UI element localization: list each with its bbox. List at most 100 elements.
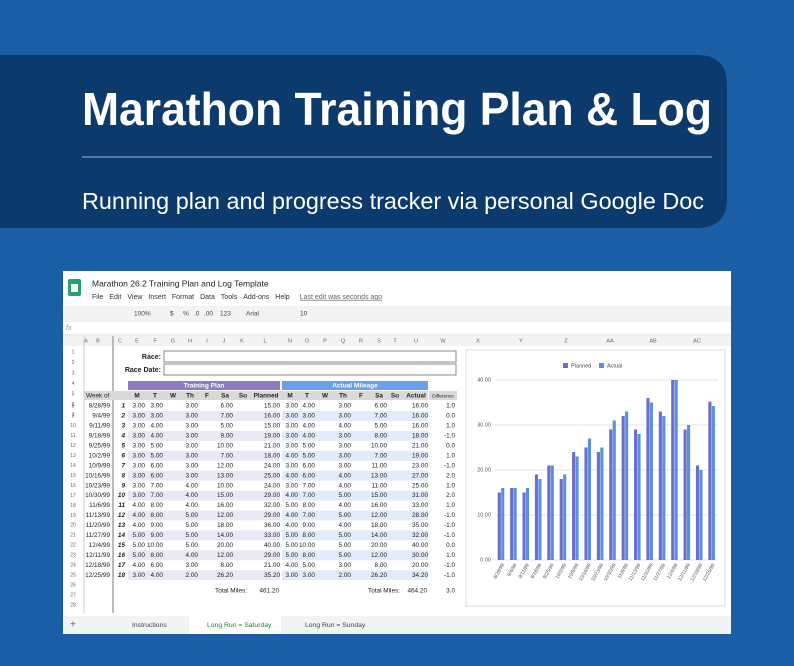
row-number: 24: [70, 563, 76, 569]
bar: [513, 488, 517, 560]
actual-cell: 7.00: [303, 492, 316, 499]
column-letter: O: [305, 338, 310, 344]
bar: [559, 479, 563, 560]
plan-cell: 5.00: [133, 552, 146, 559]
plan-cell: 8.00: [151, 552, 164, 559]
actual-cell: 5.00: [303, 562, 316, 569]
plan-cell: 9.00: [151, 522, 164, 529]
actual-cell: 10.00: [299, 542, 315, 549]
actual-cell: 3.00: [339, 562, 352, 569]
bar: [525, 488, 530, 560]
plan-cell: 3.00: [133, 442, 146, 449]
toolbar-item[interactable]: 123: [220, 311, 231, 318]
plan-cell: 5.00: [151, 442, 164, 449]
toolbar-item[interactable]: .0: [194, 311, 200, 318]
plan-cell: 6.00: [151, 472, 164, 479]
plan-cell: 3.00: [186, 462, 199, 469]
column-letter: I: [206, 338, 208, 344]
week-number: 3: [121, 423, 125, 430]
actual-cell: 3.00: [303, 413, 316, 420]
actual-cell: 16.00: [412, 423, 428, 430]
plan-cell: 3.00: [186, 423, 199, 430]
actual-cell: 23.00: [412, 462, 428, 469]
difference: 1.0: [446, 552, 455, 559]
actual-cell: 4.00: [339, 482, 352, 489]
menu-item[interactable]: File: [92, 294, 103, 301]
plan-cell: 5.00: [186, 522, 199, 529]
actual-cell: 18.00: [371, 522, 387, 529]
bar: [538, 479, 542, 560]
actual-cell: 3.00: [286, 433, 299, 440]
menu-item[interactable]: Data: [200, 294, 215, 301]
doc-title[interactable]: Marathon 26.2 Training Plan and Log Temp…: [92, 278, 269, 288]
plan-cell: 4.00: [133, 522, 146, 529]
actual-header: M: [287, 393, 292, 400]
y-tick-label: 40.00: [477, 377, 491, 383]
toolbar-item[interactable]: 10: [300, 311, 308, 318]
column-letter: AA: [606, 338, 614, 344]
plan-cell: 2.00: [186, 572, 199, 579]
actual-cell: 3.00: [286, 482, 299, 489]
bar: [637, 434, 641, 560]
sheet-tab[interactable]: Long Run = Saturday: [207, 622, 272, 629]
actual-cell: 5.00: [303, 442, 316, 449]
sheet-tab[interactable]: Instructions: [132, 622, 167, 629]
plan-header: Planned: [254, 393, 279, 400]
plan-cell: 24.00: [264, 482, 280, 489]
race-input[interactable]: [163, 350, 457, 363]
toolbar-item[interactable]: 100%: [134, 311, 151, 318]
week-of: 10/9/99: [89, 462, 111, 469]
bar: [662, 416, 666, 560]
row-number: 26: [70, 582, 76, 588]
menu-item[interactable]: Add-ons: [243, 294, 270, 301]
row-number: 27: [70, 592, 76, 598]
bar: [572, 452, 576, 560]
row-number: 16: [70, 483, 76, 489]
plan-cell: 7.00: [221, 452, 234, 459]
plan-cell: 6.00: [151, 462, 164, 469]
plan-cell: 3.00: [133, 413, 146, 420]
plan-cell: 29.00: [264, 492, 280, 499]
toolbar-item[interactable]: .00: [204, 311, 213, 318]
bar: [563, 474, 567, 560]
menu-item[interactable]: View: [127, 294, 143, 301]
bar: [596, 452, 600, 560]
plan-cell: 4.00: [186, 492, 199, 499]
actual-cell: 26.20: [371, 572, 387, 579]
menu-item[interactable]: Format: [172, 294, 194, 301]
plan-cell: 35.20: [264, 572, 280, 579]
menu-item[interactable]: Tools: [221, 294, 238, 301]
plan-cell: 3.00: [186, 433, 199, 440]
toolbar-item[interactable]: Arial: [246, 311, 260, 318]
active-tab[interactable]: [189, 616, 281, 634]
row-number: 7: [72, 412, 75, 418]
bar: [711, 406, 715, 560]
actual-cell: 11.00: [371, 482, 387, 489]
actual-cell: 6.00: [303, 472, 316, 479]
actual-cell: 8.00: [375, 433, 388, 440]
y-tick-label: 30.00: [477, 422, 491, 428]
actual-row-shade: [282, 510, 428, 521]
menu-item[interactable]: Insert: [148, 294, 166, 301]
week-number: 18: [118, 572, 126, 579]
menu-item[interactable]: Edit: [109, 294, 121, 301]
plan-header: Su: [239, 393, 247, 400]
race-date-label: Race Date:: [125, 367, 161, 374]
menu-item[interactable]: Help: [275, 294, 290, 301]
last-edit[interactable]: Last edit was seconds ago: [300, 294, 383, 301]
race-date-input[interactable]: [163, 363, 457, 376]
difference: 1.0: [446, 403, 455, 410]
plan-header: W: [170, 393, 177, 400]
banner-title: Marathon Training Plan & Log: [82, 83, 712, 135]
plan-cell: 4.00: [133, 512, 146, 519]
toolbar-item[interactable]: %: [183, 311, 189, 318]
week-of: 8/28/99: [89, 403, 111, 410]
actual-cell: 7.00: [375, 413, 388, 420]
plan-cell: 16.00: [217, 502, 233, 509]
add-sheet[interactable]: +: [70, 620, 76, 631]
sheet-tab[interactable]: Long Run = Sunday: [305, 622, 366, 629]
plan-cell: 3.00: [186, 562, 199, 569]
toolbar-item[interactable]: $: [170, 311, 174, 318]
actual-cell: 5.00: [339, 512, 352, 519]
